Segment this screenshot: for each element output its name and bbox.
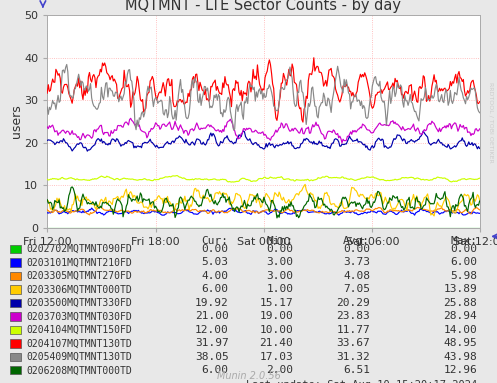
Text: 0204107MQTMNT130TD: 0204107MQTMNT130TD [27, 338, 133, 348]
Text: Avg:: Avg: [343, 236, 370, 246]
Y-axis label: users: users [9, 105, 23, 139]
Text: RRDTOOL / TOBI OETIKER: RRDTOOL / TOBI OETIKER [489, 82, 494, 163]
Text: 0.00: 0.00 [343, 244, 370, 254]
Bar [10, 326, 21, 334]
Bar [10, 285, 21, 294]
Bar [10, 272, 21, 280]
Text: Min:: Min: [266, 236, 293, 246]
Text: 6.00: 6.00 [202, 365, 229, 375]
Text: 28.94: 28.94 [443, 311, 477, 321]
Text: 1.00: 1.00 [266, 285, 293, 295]
Text: Last update: Sat Aug 10 15:20:17 2024: Last update: Sat Aug 10 15:20:17 2024 [246, 380, 477, 383]
Bar [10, 312, 21, 321]
Text: 12.00: 12.00 [195, 325, 229, 335]
Text: 21.40: 21.40 [259, 338, 293, 348]
Title: MQTMNT - LTE Sector Counts - by day: MQTMNT - LTE Sector Counts - by day [125, 0, 402, 13]
Text: Munin 2.0.56: Munin 2.0.56 [217, 372, 280, 381]
Text: 0206208MQTMNT000TD: 0206208MQTMNT000TD [27, 365, 133, 375]
Text: 6.00: 6.00 [202, 285, 229, 295]
Text: 6.00: 6.00 [450, 257, 477, 267]
Text: 19.00: 19.00 [259, 311, 293, 321]
Bar [10, 245, 21, 253]
Text: 7.05: 7.05 [343, 285, 370, 295]
Text: 5.98: 5.98 [450, 271, 477, 281]
Text: Cur:: Cur: [202, 236, 229, 246]
Text: 14.00: 14.00 [443, 325, 477, 335]
Text: 21.00: 21.00 [195, 311, 229, 321]
Bar [10, 299, 21, 307]
Text: 5.03: 5.03 [202, 257, 229, 267]
Text: 0202702MQTMNT090FD: 0202702MQTMNT090FD [27, 244, 133, 254]
Text: Max:: Max: [450, 236, 477, 246]
Bar [10, 339, 21, 347]
Text: 38.05: 38.05 [195, 352, 229, 362]
Text: 31.32: 31.32 [336, 352, 370, 362]
Text: 4.08: 4.08 [343, 271, 370, 281]
Text: 3.00: 3.00 [266, 271, 293, 281]
Text: 25.88: 25.88 [443, 298, 477, 308]
Text: 0203500MQTMNT330FD: 0203500MQTMNT330FD [27, 298, 133, 308]
Text: 12.96: 12.96 [443, 365, 477, 375]
Text: 17.03: 17.03 [259, 352, 293, 362]
Text: 15.17: 15.17 [259, 298, 293, 308]
Text: 13.89: 13.89 [443, 285, 477, 295]
Text: 2.00: 2.00 [266, 365, 293, 375]
Text: 0204104MQTMNT150FD: 0204104MQTMNT150FD [27, 325, 133, 335]
Text: 11.77: 11.77 [336, 325, 370, 335]
Bar [10, 258, 21, 267]
Text: 6.51: 6.51 [343, 365, 370, 375]
Text: 0205409MQTMNT130TD: 0205409MQTMNT130TD [27, 352, 133, 362]
Bar [10, 366, 21, 375]
Text: 4.00: 4.00 [202, 271, 229, 281]
Text: 43.98: 43.98 [443, 352, 477, 362]
Text: 0.00: 0.00 [450, 244, 477, 254]
Text: 31.97: 31.97 [195, 338, 229, 348]
Text: 3.00: 3.00 [266, 257, 293, 267]
Text: 19.92: 19.92 [195, 298, 229, 308]
Text: 0.00: 0.00 [202, 244, 229, 254]
Text: 10.00: 10.00 [259, 325, 293, 335]
Text: 0203305MQTMNT270FD: 0203305MQTMNT270FD [27, 271, 133, 281]
Bar [10, 353, 21, 361]
Text: 3.73: 3.73 [343, 257, 370, 267]
Text: 23.83: 23.83 [336, 311, 370, 321]
Text: 0203703MQTMNT030FD: 0203703MQTMNT030FD [27, 311, 133, 321]
Text: 48.95: 48.95 [443, 338, 477, 348]
Text: 20.29: 20.29 [336, 298, 370, 308]
Text: 0203101MQTMNT210FD: 0203101MQTMNT210FD [27, 257, 133, 267]
Text: 0.00: 0.00 [266, 244, 293, 254]
Text: 0203306MQTMNT000TD: 0203306MQTMNT000TD [27, 285, 133, 295]
Text: 33.67: 33.67 [336, 338, 370, 348]
